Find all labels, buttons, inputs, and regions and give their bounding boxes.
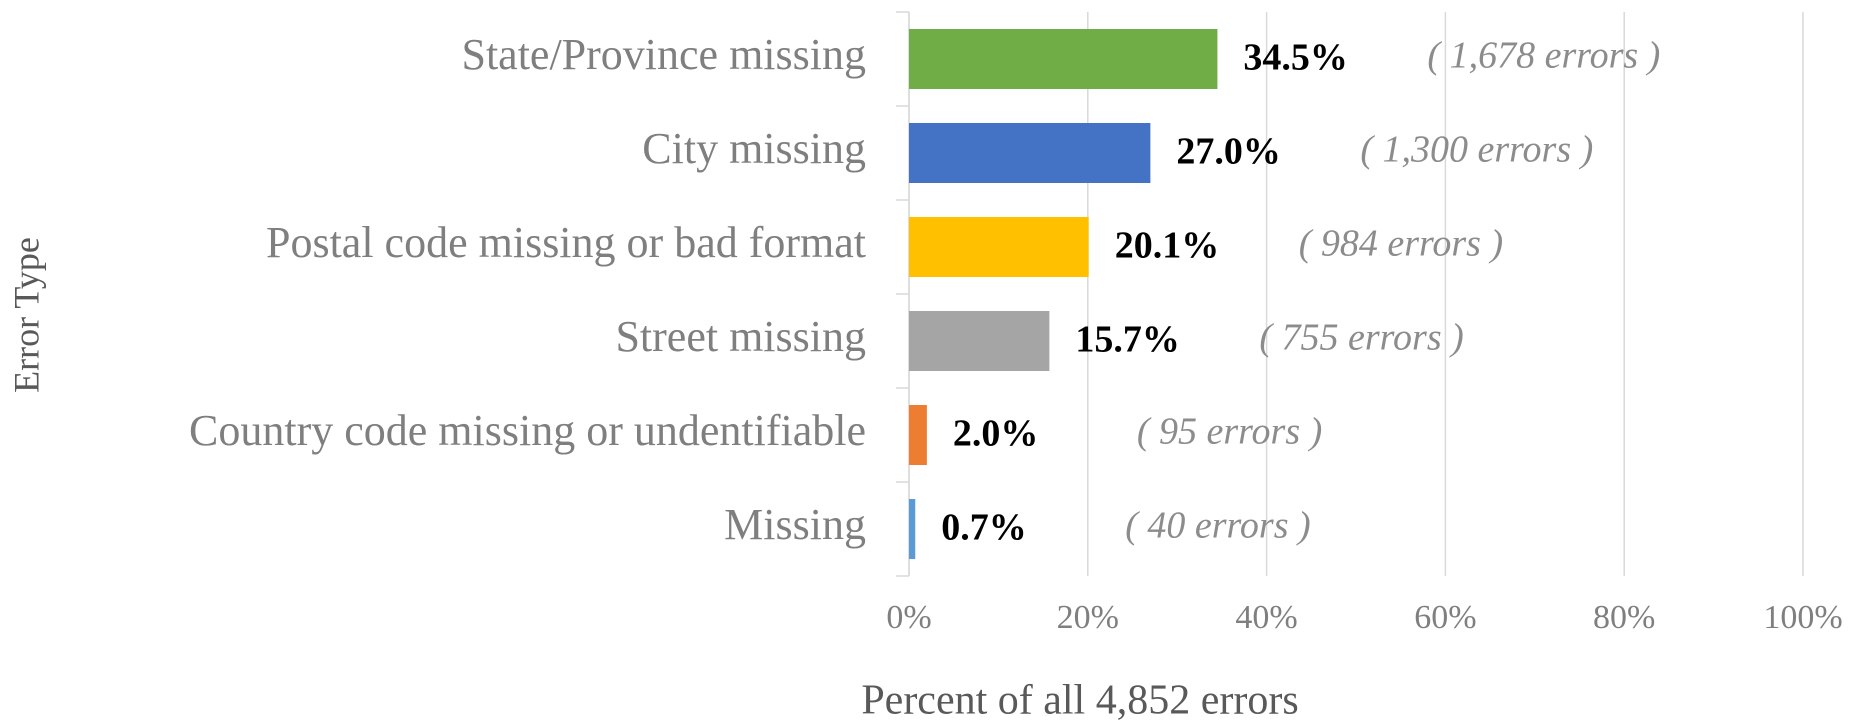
- x-tick-label: 100%: [1763, 599, 1842, 636]
- value-label: 2.0%: [953, 413, 1039, 455]
- value-label: 34.5%: [1243, 37, 1348, 79]
- y-tick-label: City missing: [642, 124, 866, 173]
- x-tick-label: 0%: [886, 599, 931, 636]
- y-tick-label: State/Province missing: [461, 30, 866, 79]
- value-label: 20.1%: [1115, 225, 1220, 267]
- y-axis-title: Error Type: [6, 237, 46, 393]
- annotation: ( 755 errors ): [1259, 317, 1463, 359]
- annotation: ( 95 errors ): [1137, 411, 1322, 453]
- x-tick-label: 60%: [1414, 599, 1476, 636]
- bar: [909, 405, 927, 465]
- value-label: 0.7%: [941, 507, 1027, 549]
- y-tick-label: Postal code missing or bad format: [266, 218, 866, 267]
- y-tick-label: Missing: [724, 500, 866, 549]
- annotation: ( 1,678 errors ): [1427, 35, 1660, 77]
- annotation: ( 40 errors ): [1125, 505, 1310, 547]
- x-tick-label: 20%: [1057, 599, 1119, 636]
- annotation: ( 1,300 errors ): [1360, 129, 1593, 171]
- y-tick-label: Street missing: [615, 312, 866, 361]
- bar: [909, 29, 1218, 89]
- y-tick-label: Country code missing or undentifiable: [189, 406, 866, 455]
- value-label: 27.0%: [1176, 131, 1281, 173]
- bar: [909, 311, 1050, 371]
- x-axis-title: Percent of all 4,852 errors: [861, 678, 1298, 724]
- bar: [909, 123, 1151, 183]
- bar: [909, 499, 916, 559]
- x-tick-label: 40%: [1235, 599, 1297, 636]
- x-tick-label: 80%: [1593, 599, 1655, 636]
- value-label: 15.7%: [1075, 319, 1180, 361]
- bar: [909, 217, 1089, 277]
- annotation: ( 984 errors ): [1299, 223, 1503, 265]
